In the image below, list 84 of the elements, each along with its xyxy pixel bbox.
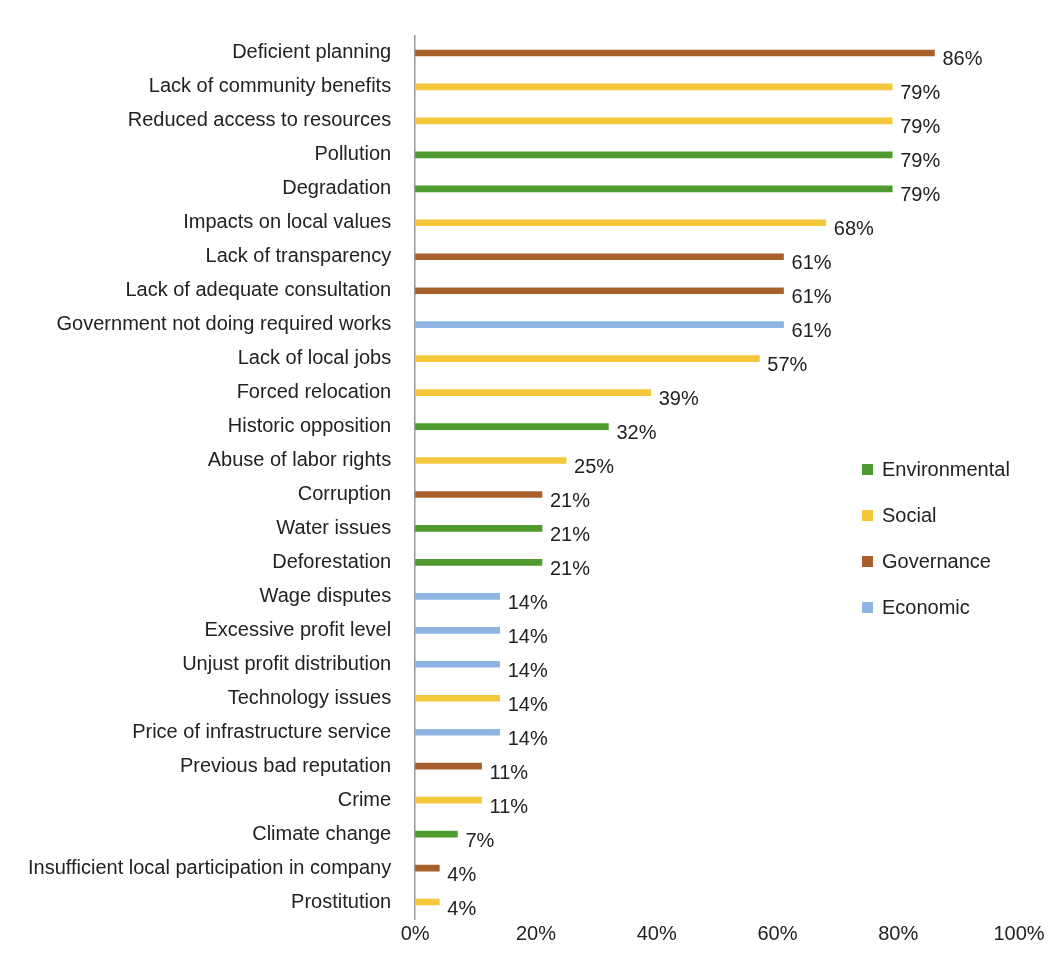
x-tick-label: 100% bbox=[993, 921, 1045, 944]
data-label: 79% bbox=[900, 81, 941, 104]
y-tick-label: Water issues bbox=[276, 515, 392, 538]
x-tick-label: 40% bbox=[636, 921, 677, 944]
y-tick-label: Lack of community benefits bbox=[148, 74, 392, 97]
y-tick-label: Unjust profit distribution bbox=[182, 651, 392, 674]
bar bbox=[415, 117, 893, 125]
bar bbox=[415, 728, 501, 736]
data-label: 14% bbox=[507, 692, 548, 715]
bar bbox=[415, 287, 784, 295]
data-label: 68% bbox=[833, 217, 875, 240]
bar bbox=[415, 355, 760, 362]
y-tick-label: Corruption bbox=[297, 482, 392, 504]
legend-label: Governance bbox=[882, 549, 991, 573]
y-tick-label: Reduced access to resources bbox=[127, 108, 392, 131]
bar bbox=[415, 491, 543, 498]
bar bbox=[415, 457, 567, 464]
data-label: 57% bbox=[767, 353, 808, 376]
x-tick-label: 80% bbox=[878, 921, 919, 944]
bar bbox=[415, 253, 784, 261]
bar bbox=[415, 423, 609, 430]
y-tick-label: Lack of transparency bbox=[205, 244, 392, 267]
data-label: 39% bbox=[658, 387, 699, 410]
bar bbox=[415, 49, 935, 57]
y-tick-label: Pollution bbox=[314, 142, 392, 165]
y-tick-label: Government not doing required works bbox=[56, 312, 392, 335]
bar bbox=[415, 321, 784, 328]
bar bbox=[415, 389, 651, 396]
y-tick-label: Impacts on local values bbox=[183, 210, 392, 233]
y-tick-label: Deforestation bbox=[272, 549, 392, 572]
y-tick-label: Degradation bbox=[282, 176, 392, 199]
y-tick-label: Forced relocation bbox=[236, 380, 392, 403]
y-tick-label: Technology issues bbox=[227, 685, 392, 708]
data-label: 79% bbox=[900, 149, 941, 172]
data-label: 79% bbox=[900, 183, 941, 206]
y-tick-label: Crime bbox=[337, 787, 392, 810]
data-label: 61% bbox=[791, 251, 832, 274]
bar bbox=[415, 660, 501, 668]
data-label: 14% bbox=[507, 726, 548, 749]
data-label: 61% bbox=[791, 285, 832, 308]
y-tick-label: Lack of local jobs bbox=[237, 346, 392, 369]
y-tick-label: Climate change bbox=[252, 821, 392, 844]
y-tick-label: Insufficient local participation in company bbox=[27, 855, 392, 878]
bar bbox=[415, 593, 501, 600]
data-label: 79% bbox=[900, 115, 941, 138]
bar bbox=[415, 151, 893, 159]
data-label: 32% bbox=[616, 421, 657, 444]
bar bbox=[415, 762, 482, 770]
x-tick-label: 20% bbox=[515, 921, 557, 944]
x-tick-label: 0% bbox=[400, 921, 430, 944]
data-label: 11% bbox=[489, 760, 529, 783]
bar bbox=[415, 694, 501, 702]
data-label: 14% bbox=[507, 624, 548, 647]
data-label: 86% bbox=[942, 47, 983, 70]
data-label: 61% bbox=[791, 319, 832, 342]
bar bbox=[415, 559, 543, 566]
y-tick-label: Deficient planning bbox=[232, 40, 392, 63]
data-label: 11% bbox=[489, 794, 529, 817]
data-label: 7% bbox=[465, 828, 495, 851]
y-tick-label: Abuse of labor rights bbox=[207, 448, 392, 471]
legend-label: Social bbox=[882, 503, 937, 527]
legend-label: Economic bbox=[882, 595, 970, 619]
bar bbox=[415, 185, 893, 193]
data-label: 21% bbox=[549, 522, 591, 545]
y-tick-label: Wage disputes bbox=[259, 583, 392, 606]
y-tick-label: Historic opposition bbox=[227, 414, 392, 437]
bar bbox=[415, 627, 501, 634]
legend-label: Environmental bbox=[882, 457, 1010, 481]
y-tick-label: Lack of adequate consultation bbox=[125, 278, 392, 301]
data-label: 21% bbox=[549, 556, 591, 579]
bar bbox=[415, 219, 827, 227]
data-label: 21% bbox=[549, 489, 591, 511]
data-label: 4% bbox=[447, 862, 477, 885]
y-tick-label: Previous bad reputation bbox=[179, 753, 392, 776]
data-label: 14% bbox=[507, 658, 548, 681]
data-label: 4% bbox=[447, 896, 477, 919]
y-tick-label: Prostitution bbox=[291, 889, 392, 912]
data-label: 14% bbox=[507, 590, 548, 613]
x-tick-label: 60% bbox=[757, 921, 798, 944]
y-tick-label: Price of infrastructure service bbox=[132, 719, 392, 742]
bar bbox=[415, 525, 543, 532]
data-label: 25% bbox=[574, 455, 615, 478]
y-tick-label: Excessive profit level bbox=[204, 617, 392, 640]
bar bbox=[415, 83, 893, 91]
